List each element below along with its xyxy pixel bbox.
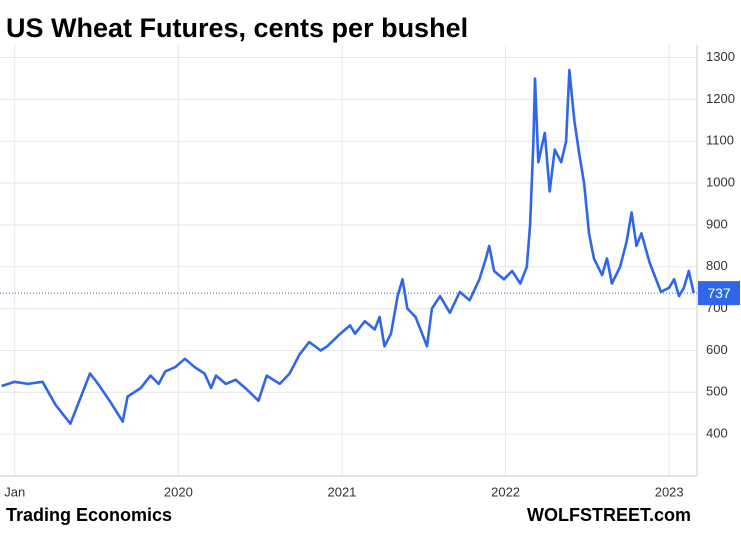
y-tick-label: 1200 xyxy=(706,91,735,106)
y-tick-label: 1000 xyxy=(706,175,735,190)
y-tick-label: 500 xyxy=(706,384,728,399)
last-value-box xyxy=(698,281,740,306)
chart-title: US Wheat Futures, cents per bushel xyxy=(6,13,468,43)
source: Trading Economics xyxy=(6,505,172,525)
y-tick-label: 1100 xyxy=(706,133,734,148)
x-tick-label: 2022 xyxy=(491,484,520,499)
y-tick-label: 1300 xyxy=(706,49,735,64)
x-tick-label: 2020 xyxy=(164,484,193,499)
x-tick-label: 2021 xyxy=(327,484,356,499)
y-tick-label: 900 xyxy=(706,216,728,231)
credit: WOLFSTREET.com xyxy=(527,505,691,525)
last-value-label: 737 xyxy=(707,285,731,301)
price-line xyxy=(1,68,695,425)
x-tick-label: Jan xyxy=(4,484,25,499)
y-tick-label: 400 xyxy=(706,426,728,441)
y-tick-label: 800 xyxy=(706,258,728,273)
x-tick-label: 2023 xyxy=(655,484,684,499)
y-tick-label: 600 xyxy=(706,342,728,357)
